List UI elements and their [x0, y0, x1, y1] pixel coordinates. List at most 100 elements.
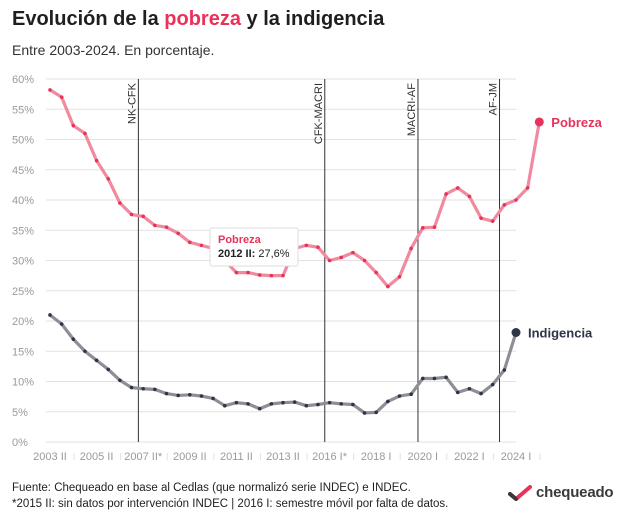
- data-point-indigencia: [479, 391, 483, 396]
- data-point-indigencia: [71, 337, 76, 341]
- data-point-pobreza: [432, 225, 437, 230]
- title-pre: Evolución de la: [12, 8, 165, 30]
- data-point-pobreza: [351, 250, 355, 255]
- data-point-indigencia: [164, 391, 169, 396]
- chart-subtitle: Entre 2003-2024. En porcentaje.: [12, 42, 215, 58]
- data-point-pobreza: [141, 214, 145, 219]
- x-tick-label: 2011 II: [220, 451, 253, 463]
- x-tick-label: 2016 I*: [312, 451, 348, 463]
- data-point-pobreza: [199, 243, 204, 248]
- y-tick-label: 0%: [12, 437, 28, 449]
- title-post: y la indigencia: [240, 8, 385, 30]
- data-point-indigencia: [106, 367, 111, 372]
- data-point-indigencia: [467, 386, 472, 391]
- data-point-indigencia: [421, 376, 425, 381]
- data-point-pobreza: [106, 177, 111, 181]
- data-point-pobreza: [490, 219, 495, 223]
- data-point-indigencia: [234, 400, 239, 405]
- event-label: NK-CFK: [126, 82, 138, 124]
- y-tick-label: 50%: [12, 135, 34, 147]
- data-point-indigencia: [502, 368, 507, 372]
- data-point-pobreza: [502, 203, 507, 207]
- data-point-pobreza: [467, 194, 472, 199]
- series-end-label: Indigencia: [528, 325, 593, 340]
- tooltip-value: 27,6%: [258, 248, 289, 260]
- event-label: AF-JM: [488, 83, 500, 115]
- data-point-indigencia: [444, 375, 448, 380]
- data-point-indigencia: [511, 327, 521, 337]
- chart-title: Evolución de la pobreza y la indigencia: [12, 8, 384, 31]
- data-point-pobreza: [479, 216, 483, 220]
- data-point-indigencia: [129, 385, 134, 390]
- x-tick-label: 2013 II: [266, 451, 300, 463]
- x-tick-label: 2005 II: [80, 451, 114, 463]
- data-point-indigencia: [94, 358, 99, 363]
- x-tick-label: 2009 II: [173, 451, 207, 463]
- y-tick-label: 55%: [12, 104, 34, 116]
- series-end-label: Pobreza: [551, 115, 602, 130]
- y-tick-label: 60%: [12, 74, 34, 86]
- source-note: Fuente: Chequeado en base al Cedlas (que…: [12, 480, 448, 512]
- data-point-indigencia: [351, 402, 355, 407]
- data-point-indigencia: [269, 402, 274, 406]
- data-point-indigencia: [281, 400, 285, 405]
- data-point-indigencia: [490, 382, 495, 387]
- data-point-indigencia: [316, 402, 320, 407]
- data-point-pobreza: [246, 270, 250, 275]
- y-tick-label: 5%: [12, 407, 28, 419]
- title-highlight: pobreza: [164, 8, 241, 30]
- data-point-indigencia: [292, 400, 297, 404]
- data-point-pobreza: [257, 273, 262, 277]
- data-point-indigencia: [455, 390, 460, 395]
- data-point-pobreza: [514, 198, 518, 202]
- data-point-indigencia: [141, 386, 145, 391]
- data-point-pobreza: [281, 273, 285, 278]
- y-tick-label: 15%: [12, 346, 34, 358]
- y-tick-label: 25%: [12, 286, 34, 298]
- data-point-indigencia: [211, 396, 215, 401]
- data-point-indigencia: [199, 394, 204, 398]
- data-point-pobreza: [164, 225, 169, 230]
- series-line-indigencia: [49, 313, 518, 415]
- data-point-indigencia: [327, 400, 332, 405]
- data-point-indigencia: [83, 349, 87, 354]
- data-point-pobreza: [118, 201, 122, 205]
- data-point-indigencia: [153, 387, 157, 392]
- data-point-indigencia: [386, 399, 390, 404]
- y-tick-label: 40%: [12, 195, 34, 207]
- event-label: CFK-MACRI: [313, 83, 325, 144]
- x-tick-label: 2022 I: [454, 451, 485, 463]
- logo-text: chequeado: [536, 484, 614, 501]
- data-point-pobreza: [339, 255, 344, 260]
- data-point-pobreza: [444, 192, 448, 196]
- data-point-indigencia: [188, 393, 192, 397]
- data-point-indigencia: [59, 322, 64, 326]
- data-point-indigencia: [246, 402, 250, 406]
- data-point-indigencia: [257, 406, 262, 411]
- y-tick-label: 45%: [12, 165, 34, 177]
- x-tick-label: 2020 I: [408, 451, 439, 463]
- tooltip-box: [209, 227, 299, 267]
- data-point-indigencia: [409, 392, 413, 397]
- data-point-pobreza: [362, 258, 367, 263]
- data-point-pobreza: [534, 117, 544, 127]
- data-point-pobreza: [374, 270, 379, 275]
- data-point-pobreza: [327, 258, 332, 263]
- y-tick-label: 30%: [12, 256, 34, 268]
- y-tick-label: 35%: [12, 225, 34, 237]
- data-point-indigencia: [432, 376, 437, 381]
- data-point-pobreza: [83, 131, 87, 136]
- data-point-pobreza: [386, 284, 390, 289]
- x-tick-label: 2024 I: [501, 451, 532, 463]
- tooltip-title: Pobreza: [218, 234, 262, 246]
- data-point-pobreza: [455, 186, 460, 190]
- x-tick-label: 2007 II*: [124, 451, 163, 463]
- event-label: MACRI-AF: [406, 83, 418, 136]
- data-point-pobreza: [397, 275, 402, 279]
- source-line-2: *2015 II: sin datos por intervención IND…: [12, 498, 449, 510]
- data-point-pobreza: [409, 246, 413, 251]
- x-tick-label: 2003 II: [33, 451, 67, 463]
- data-point-pobreza: [153, 223, 157, 228]
- chequeado-logo: chequeado: [508, 484, 614, 501]
